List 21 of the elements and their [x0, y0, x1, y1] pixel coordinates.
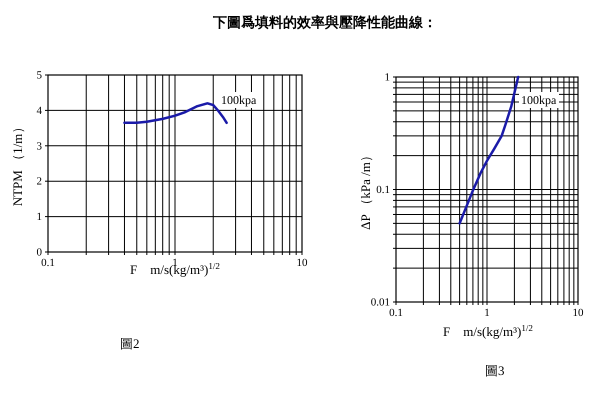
y-axis-title: NTPM （1/m） [10, 120, 25, 206]
x-axis-title: F m/s(kg/m³)$^{1/2}$ [443, 323, 534, 339]
y-tick-label: 1 [36, 211, 42, 224]
y-tick-label: 0.1 [376, 184, 390, 196]
annotation: 100kpa [521, 93, 557, 107]
caption: 圖2 [120, 336, 140, 351]
annotation: 100kpa [221, 93, 257, 107]
x-tick-label: 1 [484, 306, 490, 319]
y-tick-label: 3 [36, 140, 42, 152]
x-tick-label: 10 [572, 306, 584, 319]
y-tick-label: 2 [36, 176, 42, 188]
x-tick-label: 0.1 [389, 306, 403, 319]
y-axis-title: ΔP （kPa /m） [358, 149, 373, 230]
y-tick-label: 5 [36, 70, 42, 82]
y-tick-label: 0 [36, 246, 42, 259]
y-tick-label: 4 [36, 104, 42, 117]
y-tick-label: 0.01 [370, 296, 390, 309]
x-tick-label: 10 [296, 256, 308, 269]
chart-title: 下圖爲填料的效率與壓降性能曲線： [212, 14, 437, 31]
caption: 圖3 [485, 363, 504, 378]
y-tick-label: 1 [384, 72, 390, 84]
